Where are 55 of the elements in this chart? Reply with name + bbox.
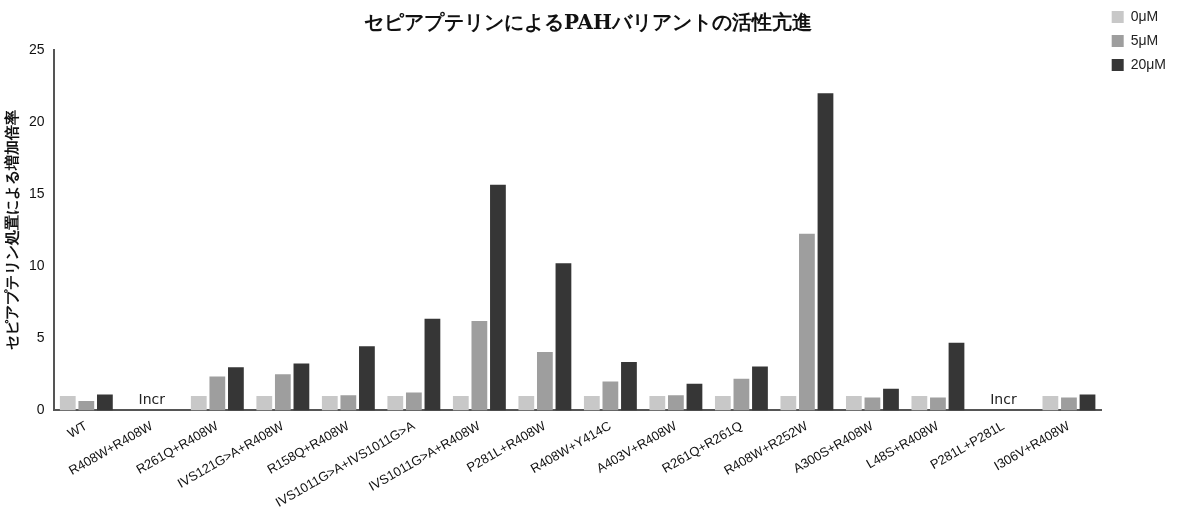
bar <box>536 352 553 411</box>
bar <box>424 318 441 411</box>
bar <box>799 233 815 411</box>
y-axis-title: セピアプテリン処置による増加倍率 <box>3 110 21 351</box>
bar <box>621 362 637 411</box>
bar <box>752 366 768 411</box>
bar <box>1042 395 1059 411</box>
bar <box>78 401 95 411</box>
bar <box>452 395 469 411</box>
bar <box>387 395 404 411</box>
y-tick-label: 5 <box>36 329 45 346</box>
bar <box>359 346 375 411</box>
bar <box>686 383 703 411</box>
bar <box>1079 394 1096 411</box>
bar <box>555 263 572 411</box>
legend-label: 20μM <box>1130 55 1167 72</box>
bar <box>883 388 899 411</box>
bar <box>190 395 207 411</box>
y-tick-label: 10 <box>28 257 45 274</box>
bar <box>471 321 488 411</box>
bar <box>1061 397 1077 411</box>
bar <box>780 395 797 411</box>
bar <box>930 397 946 411</box>
bar <box>948 342 965 411</box>
bar <box>97 394 113 411</box>
y-tick-label: 25 <box>28 40 45 57</box>
y-tick-label: 0 <box>36 401 45 418</box>
bar <box>714 395 731 411</box>
bar <box>911 395 928 411</box>
bar <box>274 374 291 411</box>
y-tick-label: 20 <box>28 112 45 129</box>
bar <box>340 395 357 411</box>
bar <box>649 395 666 411</box>
bar <box>668 395 684 411</box>
bar <box>228 367 244 411</box>
bar <box>490 184 506 411</box>
chart-title: セピアプテリンによるPAHバリアントの活性亢進 <box>364 10 812 35</box>
bar <box>321 395 338 411</box>
bar <box>583 395 600 411</box>
bar <box>518 395 535 411</box>
bar <box>733 378 750 411</box>
bar <box>256 395 273 411</box>
annotation: Incr <box>138 391 166 408</box>
bar <box>405 392 422 411</box>
bar <box>864 397 881 411</box>
bar <box>209 376 226 411</box>
bar <box>602 381 619 411</box>
legend-label: 5μM <box>1130 31 1159 48</box>
legend-label: 0μM <box>1130 7 1159 24</box>
bar <box>293 363 310 411</box>
bar <box>845 395 862 411</box>
annotation: Incr <box>990 391 1017 408</box>
bar <box>817 93 834 411</box>
y-tick-label: 15 <box>28 185 45 202</box>
bar <box>59 395 76 411</box>
